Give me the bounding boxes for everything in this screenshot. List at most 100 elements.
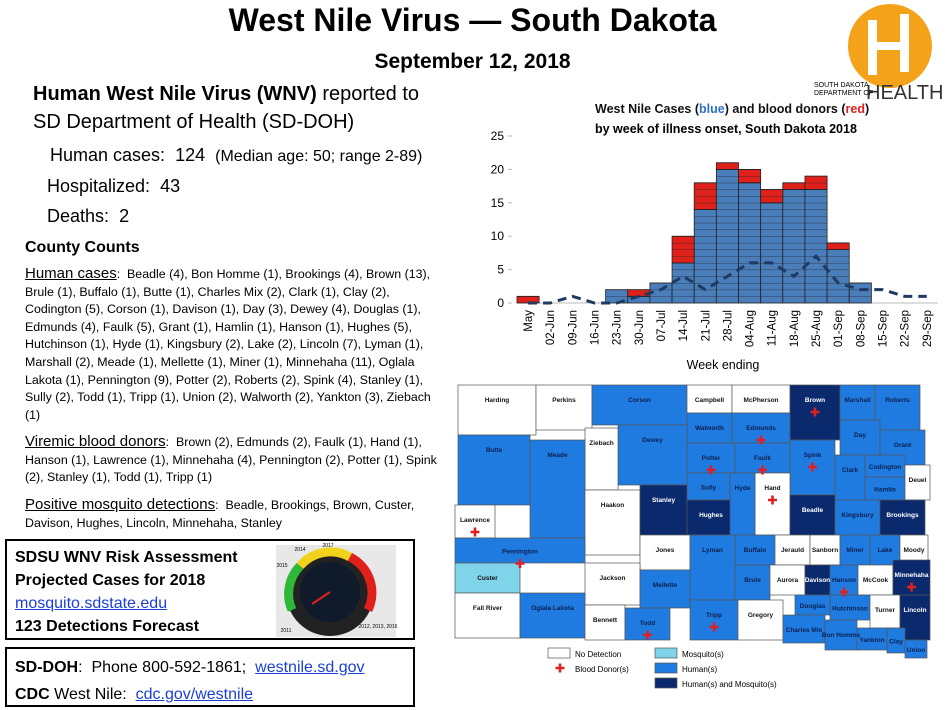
county [584,489,641,556]
bar-segment [760,202,784,304]
county-label: Jackson [599,575,625,582]
county-label: Lake [878,547,893,554]
county-human: Human cases: Beadle (4), Bon Homme (1), … [25,265,431,422]
gauge-label: 2014 [294,547,305,553]
county [639,569,691,609]
county [617,424,688,486]
county-label: Walworth [695,425,724,432]
date: September 12, 2018 [374,50,571,73]
county-label: Marshall [844,397,871,404]
county-label: McCook [863,577,889,584]
county-label: Union [907,647,925,654]
donor-marker [758,465,767,475]
county [535,384,593,431]
y-tick-label: 10 [491,229,505,243]
legend-label: Human(s) [682,665,717,674]
county-label: Hand [764,485,780,492]
y-tick-label: 0 [497,296,504,310]
county [839,384,876,421]
gauge-low [284,562,304,612]
county-label: Lincoln [903,607,926,614]
y-tick-label: 5 [497,263,504,277]
bar-segment [738,182,762,304]
county-label: Moody [904,547,925,554]
gauge-moderate [296,547,353,570]
label: Hospitalized: [47,176,151,196]
legend-label: Human(s) and Mosquito(s) [682,680,777,689]
county-label: Custer [477,575,498,582]
summary-heading: Human West Nile Virus (WNV) reported to S… [33,80,419,136]
x-tick-label: 18-Aug [789,310,801,347]
county [686,499,736,536]
county [454,562,521,594]
x-tick-label: 30-Jun [634,310,646,345]
county-label: Hyde [735,485,751,492]
doh-link[interactable]: westnile.sd.gov [255,659,365,676]
gauge [276,545,396,637]
county-label: Brule [744,577,761,584]
x-tick-label: 02-Jun [545,310,557,345]
donor-marker [555,663,565,673]
county [591,384,688,426]
county [829,594,871,621]
cdc-text: West Nile: [54,686,127,703]
legend-swatch [654,662,678,674]
x-tick-label: 16-Jun [590,310,602,345]
county [857,564,894,596]
hospitalized: Hospitalized: 43 [47,176,180,197]
cdc-link[interactable]: cdc.gov/westnile [135,686,254,703]
county-label: Fall River [473,605,503,612]
logo-text: HEALTH [866,82,943,104]
bar-segment [671,235,695,264]
county-label: Douglas [800,603,826,610]
county-label: Davison [805,577,830,584]
bar-segment [738,168,762,184]
x-tick-label: 11-Aug [767,310,779,346]
x-tick-label: 28-Jul [722,310,734,341]
legend-label: Mosquito(s) [682,650,724,659]
county-label: Tripp [706,612,722,619]
bar-segment [760,189,784,204]
x-tick-label: May [523,310,535,332]
county [809,534,841,566]
heading-rest: reported to [322,83,420,105]
county [824,619,858,651]
county-label: Aurora [777,577,799,584]
label: Viremic blood donors [25,433,166,450]
county [686,412,733,444]
risk-link[interactable]: mosquito.sdstate.edu [15,595,168,612]
x-tick-label: 29-Sep [922,310,934,347]
county [529,439,586,539]
county-label: Corson [628,397,651,404]
county-label: Pennington [502,549,538,556]
x-tick-label: 07-Jul [656,310,668,341]
county-label: Edmunds [746,425,776,432]
donor-marker [515,559,525,568]
donor-marker [839,587,849,597]
y-tick-label: 20 [491,162,505,176]
cdc-label: CDC [15,686,50,703]
risk-box [5,539,415,640]
county-label: Lawrence [460,517,490,524]
county-label: Harding [485,397,510,404]
x-tick-label: 23-Jun [612,310,624,345]
county-label: Charles Mix [786,627,823,634]
county-label: Bennett [593,617,618,624]
donor-marker [643,630,652,640]
county-label: Potter [702,455,721,462]
legend-label: Blood Donor(s) [575,665,629,674]
county-label: Lyman [702,547,723,554]
y-tick-label: 25 [491,129,505,143]
doh-label: SD-DOH [15,659,79,676]
county-label: Spink [804,452,822,459]
trend-line [528,254,927,305]
chart-subtitle: by week of illness onset, South Dakota 2… [595,122,857,136]
x-tick-label: 15-Sep [877,310,889,347]
x-tick-label: 21-Jul [700,310,712,341]
bar-segment [715,162,739,170]
county-label: Kingsbury [841,512,874,519]
legend-swatch [547,647,571,659]
county-label: Bon Homme [822,632,861,639]
county [639,534,691,571]
title-part: ) and blood donors ( [725,102,847,116]
